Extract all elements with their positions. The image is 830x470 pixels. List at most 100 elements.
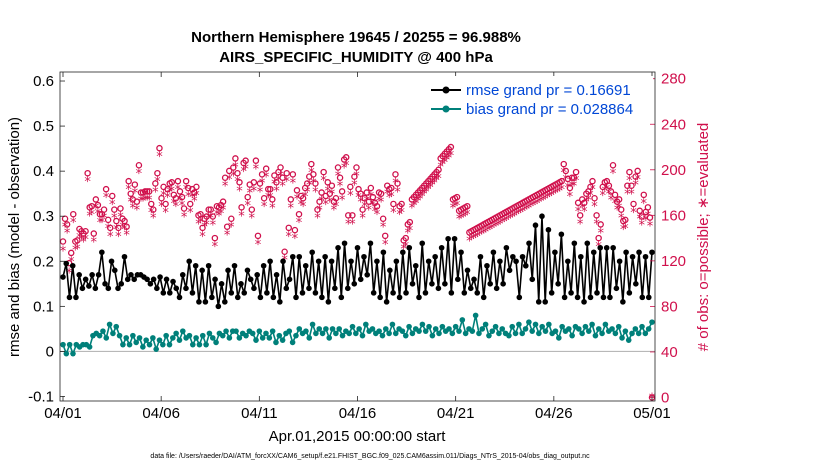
rmse-series-marker bbox=[642, 253, 649, 260]
obs-possible-marker bbox=[589, 177, 596, 185]
obs-possible-marker bbox=[133, 198, 141, 205]
obs-evaluated-marker: * bbox=[567, 190, 574, 205]
bias-series-marker bbox=[233, 328, 239, 334]
obs-evaluated-marker: * bbox=[74, 242, 81, 257]
rmse-series-marker bbox=[412, 262, 419, 269]
obs-possible-marker bbox=[574, 199, 582, 207]
bias-series-marker bbox=[389, 321, 396, 328]
obs-evaluated-marker: * bbox=[425, 183, 432, 198]
bias-series-marker bbox=[289, 339, 296, 346]
y-right-tick-label: 120 bbox=[661, 253, 686, 270]
obs-possible-marker bbox=[390, 200, 397, 208]
bias-series-marker bbox=[402, 332, 409, 339]
rmse-series-marker bbox=[361, 253, 367, 260]
bias-series-marker bbox=[482, 321, 489, 328]
obs-evaluated-marker: * bbox=[542, 192, 549, 207]
obs-possible-marker bbox=[435, 166, 442, 174]
rmse-series-marker bbox=[400, 249, 406, 256]
x-tick-label: 04/06 bbox=[142, 405, 180, 422]
obs-evaluated-marker: * bbox=[526, 201, 533, 216]
obs-evaluated-marker: * bbox=[608, 193, 615, 208]
y-left-tick-label: 0.2 bbox=[33, 253, 54, 270]
obs-evaluated-marker: * bbox=[427, 181, 434, 196]
bias-series-marker bbox=[243, 332, 249, 339]
bias-series-marker bbox=[379, 332, 386, 339]
bias-series-marker bbox=[226, 335, 233, 341]
obs-possible-marker bbox=[102, 185, 110, 193]
bias-series-marker bbox=[63, 350, 70, 357]
obs-evaluated-marker: * bbox=[433, 174, 440, 189]
bias-series-marker bbox=[209, 335, 216, 341]
obs-possible-marker bbox=[127, 190, 134, 197]
rmse-series-marker bbox=[393, 258, 400, 265]
obs-evaluated-marker: * bbox=[312, 185, 319, 200]
obs-possible-marker bbox=[353, 164, 360, 171]
bias-series-marker bbox=[512, 330, 519, 337]
bias-series-marker bbox=[263, 330, 269, 337]
obs-evaluated-marker: * bbox=[216, 209, 223, 224]
rmse-series-marker bbox=[283, 285, 290, 292]
obs-possible-marker bbox=[178, 193, 186, 201]
obs-evaluated-marker: * bbox=[505, 213, 512, 228]
obs-evaluated-marker: * bbox=[485, 224, 492, 239]
obs-evaluated-marker: * bbox=[140, 195, 147, 210]
bias-series-marker bbox=[66, 341, 73, 348]
rmse-series-marker bbox=[565, 258, 571, 265]
obs-evaluated-marker: * bbox=[242, 163, 249, 178]
rmse-series-marker bbox=[510, 253, 516, 260]
obs-possible-marker bbox=[287, 196, 295, 203]
bias-series-marker bbox=[476, 330, 482, 337]
bias-series-marker bbox=[519, 330, 526, 337]
obs-evaluated-marker: * bbox=[189, 191, 196, 206]
obs-evaluated-marker: * bbox=[370, 199, 377, 214]
rmse-series-marker bbox=[571, 240, 578, 247]
obs-possible-marker bbox=[558, 177, 565, 185]
bias-series-marker bbox=[103, 335, 110, 341]
bias-series-marker bbox=[333, 330, 339, 337]
obs-possible-marker bbox=[379, 215, 387, 222]
rmse-series-marker bbox=[128, 272, 134, 278]
obs-evaluated-marker: * bbox=[361, 200, 368, 215]
rmse-series-marker bbox=[231, 262, 238, 269]
bias-series-marker bbox=[506, 332, 512, 339]
rmse-series-marker bbox=[121, 253, 128, 260]
obs-evaluated-marker: * bbox=[544, 191, 551, 206]
obs-evaluated-marker: * bbox=[355, 191, 362, 206]
obs-evaluated-marker: * bbox=[472, 231, 479, 246]
obs-evaluated-marker: * bbox=[376, 195, 383, 210]
rmse-series-marker bbox=[367, 240, 374, 247]
legend-box bbox=[424, 76, 653, 119]
obs-evaluated-marker: * bbox=[130, 201, 137, 216]
rmse-series-marker bbox=[264, 290, 270, 296]
obs-evaluated-marker: * bbox=[105, 222, 112, 237]
bias-series-marker bbox=[223, 328, 229, 334]
obs-evaluated-marker: * bbox=[396, 208, 403, 223]
rmse-series-marker bbox=[86, 283, 92, 289]
obs-evaluated-marker: * bbox=[462, 209, 469, 224]
bias-series-marker bbox=[259, 335, 266, 341]
rmse-series-marker bbox=[228, 290, 235, 296]
bias-series-marker bbox=[356, 326, 362, 332]
rmse-series-marker bbox=[513, 258, 519, 265]
bias-series-marker bbox=[319, 330, 326, 337]
rmse-series-marker bbox=[555, 281, 561, 287]
obs-evaluated-marker: * bbox=[575, 205, 582, 220]
bias-series-marker bbox=[582, 323, 589, 330]
rmse-series-marker bbox=[587, 294, 594, 301]
obs-evaluated-marker: * bbox=[310, 176, 317, 191]
bias-series-marker bbox=[100, 328, 106, 334]
obs-evaluated-marker: * bbox=[95, 207, 102, 222]
bias-series-marker bbox=[70, 350, 76, 357]
rmse-series-marker bbox=[522, 262, 529, 269]
bias-series-marker bbox=[429, 332, 436, 339]
rmse-series-marker bbox=[377, 294, 383, 301]
bias-series-marker bbox=[599, 330, 605, 337]
y-right-tick-label: 0 bbox=[661, 389, 669, 406]
rmse-series-marker bbox=[626, 290, 633, 296]
obs-evaluated-marker: * bbox=[536, 196, 543, 211]
obs-possible-marker bbox=[156, 144, 163, 152]
rmse-series-marker bbox=[590, 249, 597, 256]
rmse-series-marker bbox=[390, 290, 396, 296]
obs-evaluated-marker: * bbox=[604, 183, 611, 198]
obs-evaluated-marker: * bbox=[392, 176, 399, 191]
